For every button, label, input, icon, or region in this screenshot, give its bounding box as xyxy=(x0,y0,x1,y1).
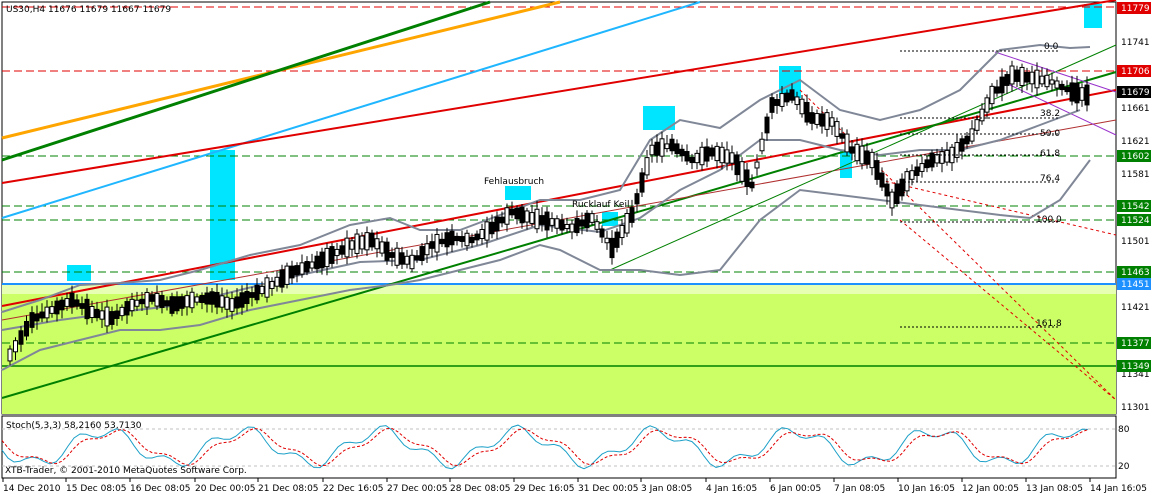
stoch-lines xyxy=(1,424,1089,470)
svg-text:11463: 11463 xyxy=(1121,268,1150,278)
price-boxes: 11779 11706 11679 11602 11542 11524 1146… xyxy=(1117,2,1151,372)
stoch-level-20: 20 xyxy=(1118,462,1130,472)
svg-text:11661: 11661 xyxy=(1121,104,1150,114)
support-zone-top xyxy=(2,284,1116,294)
svg-text:11451: 11451 xyxy=(1121,280,1150,290)
highlight-box xyxy=(602,212,618,226)
svg-text:11679: 11679 xyxy=(1121,88,1150,98)
time-axis-label: 31 Dec 00:05 xyxy=(578,484,639,494)
highlight-box xyxy=(1084,4,1102,28)
svg-text:11301: 11301 xyxy=(1121,403,1150,413)
time-axis-label: 21 Dec 08:05 xyxy=(258,484,319,494)
time-axis-label: 3 Jan 08:05 xyxy=(641,484,692,494)
svg-text:11349: 11349 xyxy=(1121,362,1150,372)
time-axis-label: 13 Jan 08:05 xyxy=(1026,484,1083,494)
svg-text:11706: 11706 xyxy=(1121,67,1150,77)
copyright: XTB-Trader, © 2001-2010 MetaQuotes Softw… xyxy=(5,466,247,476)
time-axis-label: 14 Jan 16:05 xyxy=(1090,484,1147,494)
svg-text:76.4: 76.4 xyxy=(1040,174,1060,184)
bollinger-bands xyxy=(1,43,1091,371)
svg-text:61.8: 61.8 xyxy=(1040,149,1060,159)
highlight-box xyxy=(505,186,531,200)
svg-text:11341: 11341 xyxy=(1121,370,1150,380)
stoch-level-80: 80 xyxy=(1118,425,1130,435)
highlight-box xyxy=(779,66,801,98)
svg-text:11602: 11602 xyxy=(1121,152,1150,162)
highlight-box xyxy=(840,150,852,178)
svg-text:50.0: 50.0 xyxy=(1040,129,1060,139)
candlesticks xyxy=(7,60,1090,366)
svg-text:11542: 11542 xyxy=(1121,202,1150,212)
svg-text:161.8: 161.8 xyxy=(1036,319,1062,329)
time-axis-label: 29 Dec 16:05 xyxy=(514,484,575,494)
svg-text:11377: 11377 xyxy=(1121,339,1150,349)
svg-text:11581: 11581 xyxy=(1121,170,1150,180)
svg-text:100.0: 100.0 xyxy=(1036,215,1062,225)
fib-retracement xyxy=(900,50,1060,328)
price-axis: 11741 11661 11621 11581 11501 11421 1134… xyxy=(1121,38,1150,413)
time-axis-label: 27 Dec 00:05 xyxy=(387,484,448,494)
fib-labels: 0.0 38.2 50.0 61.8 76.4 100.0 161.8 xyxy=(1036,42,1062,329)
time-axis-label: 7 Jan 08:05 xyxy=(834,484,885,494)
svg-text:11779: 11779 xyxy=(1121,4,1150,14)
time-axis-label: 22 Dec 16:05 xyxy=(323,484,384,494)
svg-text:11524: 11524 xyxy=(1121,216,1150,226)
time-axis: 14 Dec 2010 15 Dec 08:05 16 Dec 08:05 20 De… xyxy=(2,478,1147,494)
stoch-panel[interactable] xyxy=(1,415,1117,479)
time-axis-label: 20 Dec 00:05 xyxy=(195,484,256,494)
time-axis-label: 14 Dec 2010 xyxy=(3,484,61,494)
horizontal-levels xyxy=(2,6,1116,367)
annotation-rucklauf-keil: Rucklauf Keil xyxy=(572,200,629,210)
stoch-label: Stoch(5,3,3) 58,2160 53,7130 xyxy=(6,421,142,431)
time-axis-label: 4 Jan 16:05 xyxy=(706,484,757,494)
svg-text:11501: 11501 xyxy=(1121,237,1150,247)
symbol-header: US30,H4 11676 11679 11667 11679 xyxy=(6,5,171,15)
time-axis-label: 16 Dec 08:05 xyxy=(130,484,191,494)
highlight-box xyxy=(67,265,91,281)
svg-text:11741: 11741 xyxy=(1121,38,1150,48)
time-axis-label: 15 Dec 08:05 xyxy=(66,484,127,494)
svg-text:38.2: 38.2 xyxy=(1040,109,1060,119)
time-axis-label: 28 Dec 08:05 xyxy=(450,484,511,494)
time-axis-label: 12 Jan 00:05 xyxy=(962,484,1019,494)
highlight-box xyxy=(210,150,235,280)
time-axis-label: 6 Jan 00:05 xyxy=(770,484,821,494)
svg-text:11421: 11421 xyxy=(1121,303,1150,313)
trend-lines xyxy=(1,0,1117,401)
svg-text:11621: 11621 xyxy=(1121,137,1150,147)
svg-text:0.0: 0.0 xyxy=(1044,42,1059,52)
annotation-fehlausbruch: Fehlausbruch xyxy=(484,177,544,187)
time-axis-label: 10 Jan 16:05 xyxy=(898,484,955,494)
